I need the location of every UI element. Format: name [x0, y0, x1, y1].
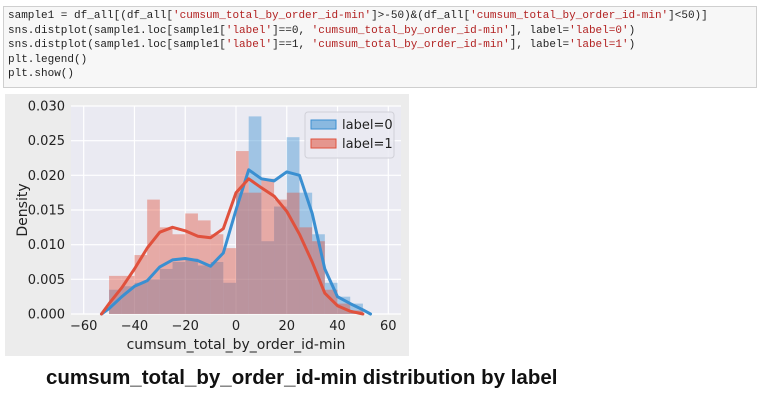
legend-swatch [310, 138, 337, 149]
x-tick-label: 60 [380, 319, 397, 334]
histogram-bar [223, 248, 236, 314]
y-axis-label: Density [15, 183, 31, 236]
legend-label: label=0 [342, 118, 393, 133]
histogram-bar [197, 265, 211, 314]
y-tick-label: 0.005 [28, 273, 65, 288]
histogram-bar [299, 192, 313, 314]
histogram-bar [299, 227, 313, 314]
histogram-bar [210, 234, 224, 314]
y-tick-label: 0.030 [28, 100, 65, 115]
x-axis-label: cumsum_total_by_order_id-min [127, 337, 346, 353]
x-tick-label: 20 [278, 319, 295, 334]
y-tick-label: 0.015 [28, 204, 65, 219]
legend-swatch [310, 119, 337, 130]
plot-output: −60 −40 −20 0 20 40 60 0.000 0.005 0.010 0.015 0.02… [5, 94, 409, 356]
histogram-bar [185, 213, 198, 314]
string-literal: 'label' [225, 24, 273, 37]
code-line: sns.distplot(sample1.loc[sample1['label'… [8, 24, 636, 37]
histogram-bar [286, 192, 300, 314]
histogram-bar [134, 282, 148, 314]
histogram-bar [248, 192, 262, 314]
y-tick-label: 0.000 [28, 308, 65, 323]
y-tick-label: 0.010 [28, 238, 65, 253]
x-tick-label: 0 [232, 319, 240, 334]
histogram-bar [197, 220, 211, 314]
code-cell[interactable]: sample1 = df_all[(df_all['cumsum_total_b… [3, 6, 757, 88]
string-literal: 'cumsum_total_by_order_id-min' [311, 39, 510, 52]
distribution-plot: −60 −40 −20 0 20 40 60 0.000 0.005 0.010 0.015 0.02… [15, 100, 401, 353]
histogram-bar [172, 234, 186, 314]
x-tick-label: −40 [121, 319, 148, 334]
string-literal: 'cumsum_total_by_order_id-min' [470, 10, 669, 22]
x-tick-label: −20 [172, 319, 199, 334]
legend-label: label=1 [342, 137, 393, 152]
code-line: sns.distplot(sample1.loc[sample1['label'… [8, 39, 636, 52]
legend: label=0 label=1 [304, 111, 395, 159]
figure-caption: cumsum_total_by_order_id-min distributio… [46, 366, 558, 389]
histogram-bar [236, 151, 249, 314]
y-tick-label: 0.020 [28, 169, 65, 184]
histogram-bar [236, 192, 249, 314]
histogram-bar [185, 258, 198, 314]
x-tick-label: −60 [70, 319, 97, 334]
histogram-bar [261, 241, 275, 314]
string-literal: 'cumsum_total_by_order_id-min' [311, 24, 510, 37]
histogram-bar [172, 262, 186, 314]
histogram-bar [223, 282, 236, 314]
histogram-bar [147, 279, 160, 314]
y-tick-label: 0.025 [28, 134, 65, 149]
histogram-bar [248, 116, 262, 315]
string-literal: 'label=0' [569, 24, 629, 37]
histogram-bar [159, 268, 173, 314]
histogram-bar [210, 262, 224, 314]
histogram-bar [159, 227, 173, 314]
string-literal: 'label' [225, 39, 273, 52]
histogram-bar [350, 303, 363, 314]
histogram-bar [147, 199, 160, 314]
kde-line [100, 177, 365, 316]
histogram-bar [274, 199, 287, 314]
histogram-bar [274, 206, 287, 314]
x-tick-label: 40 [329, 319, 346, 334]
histogram-bar [261, 178, 275, 314]
string-literal: 'label=1' [569, 39, 629, 52]
code-line: plt.legend() [8, 53, 88, 66]
code-line: plt.show() [8, 68, 75, 81]
code-line: sample1 = df_all[(df_all['cumsum_total_b… [8, 10, 708, 22]
kde-line [100, 168, 372, 316]
string-literal: 'cumsum_total_by_order_id-min' [173, 10, 372, 22]
